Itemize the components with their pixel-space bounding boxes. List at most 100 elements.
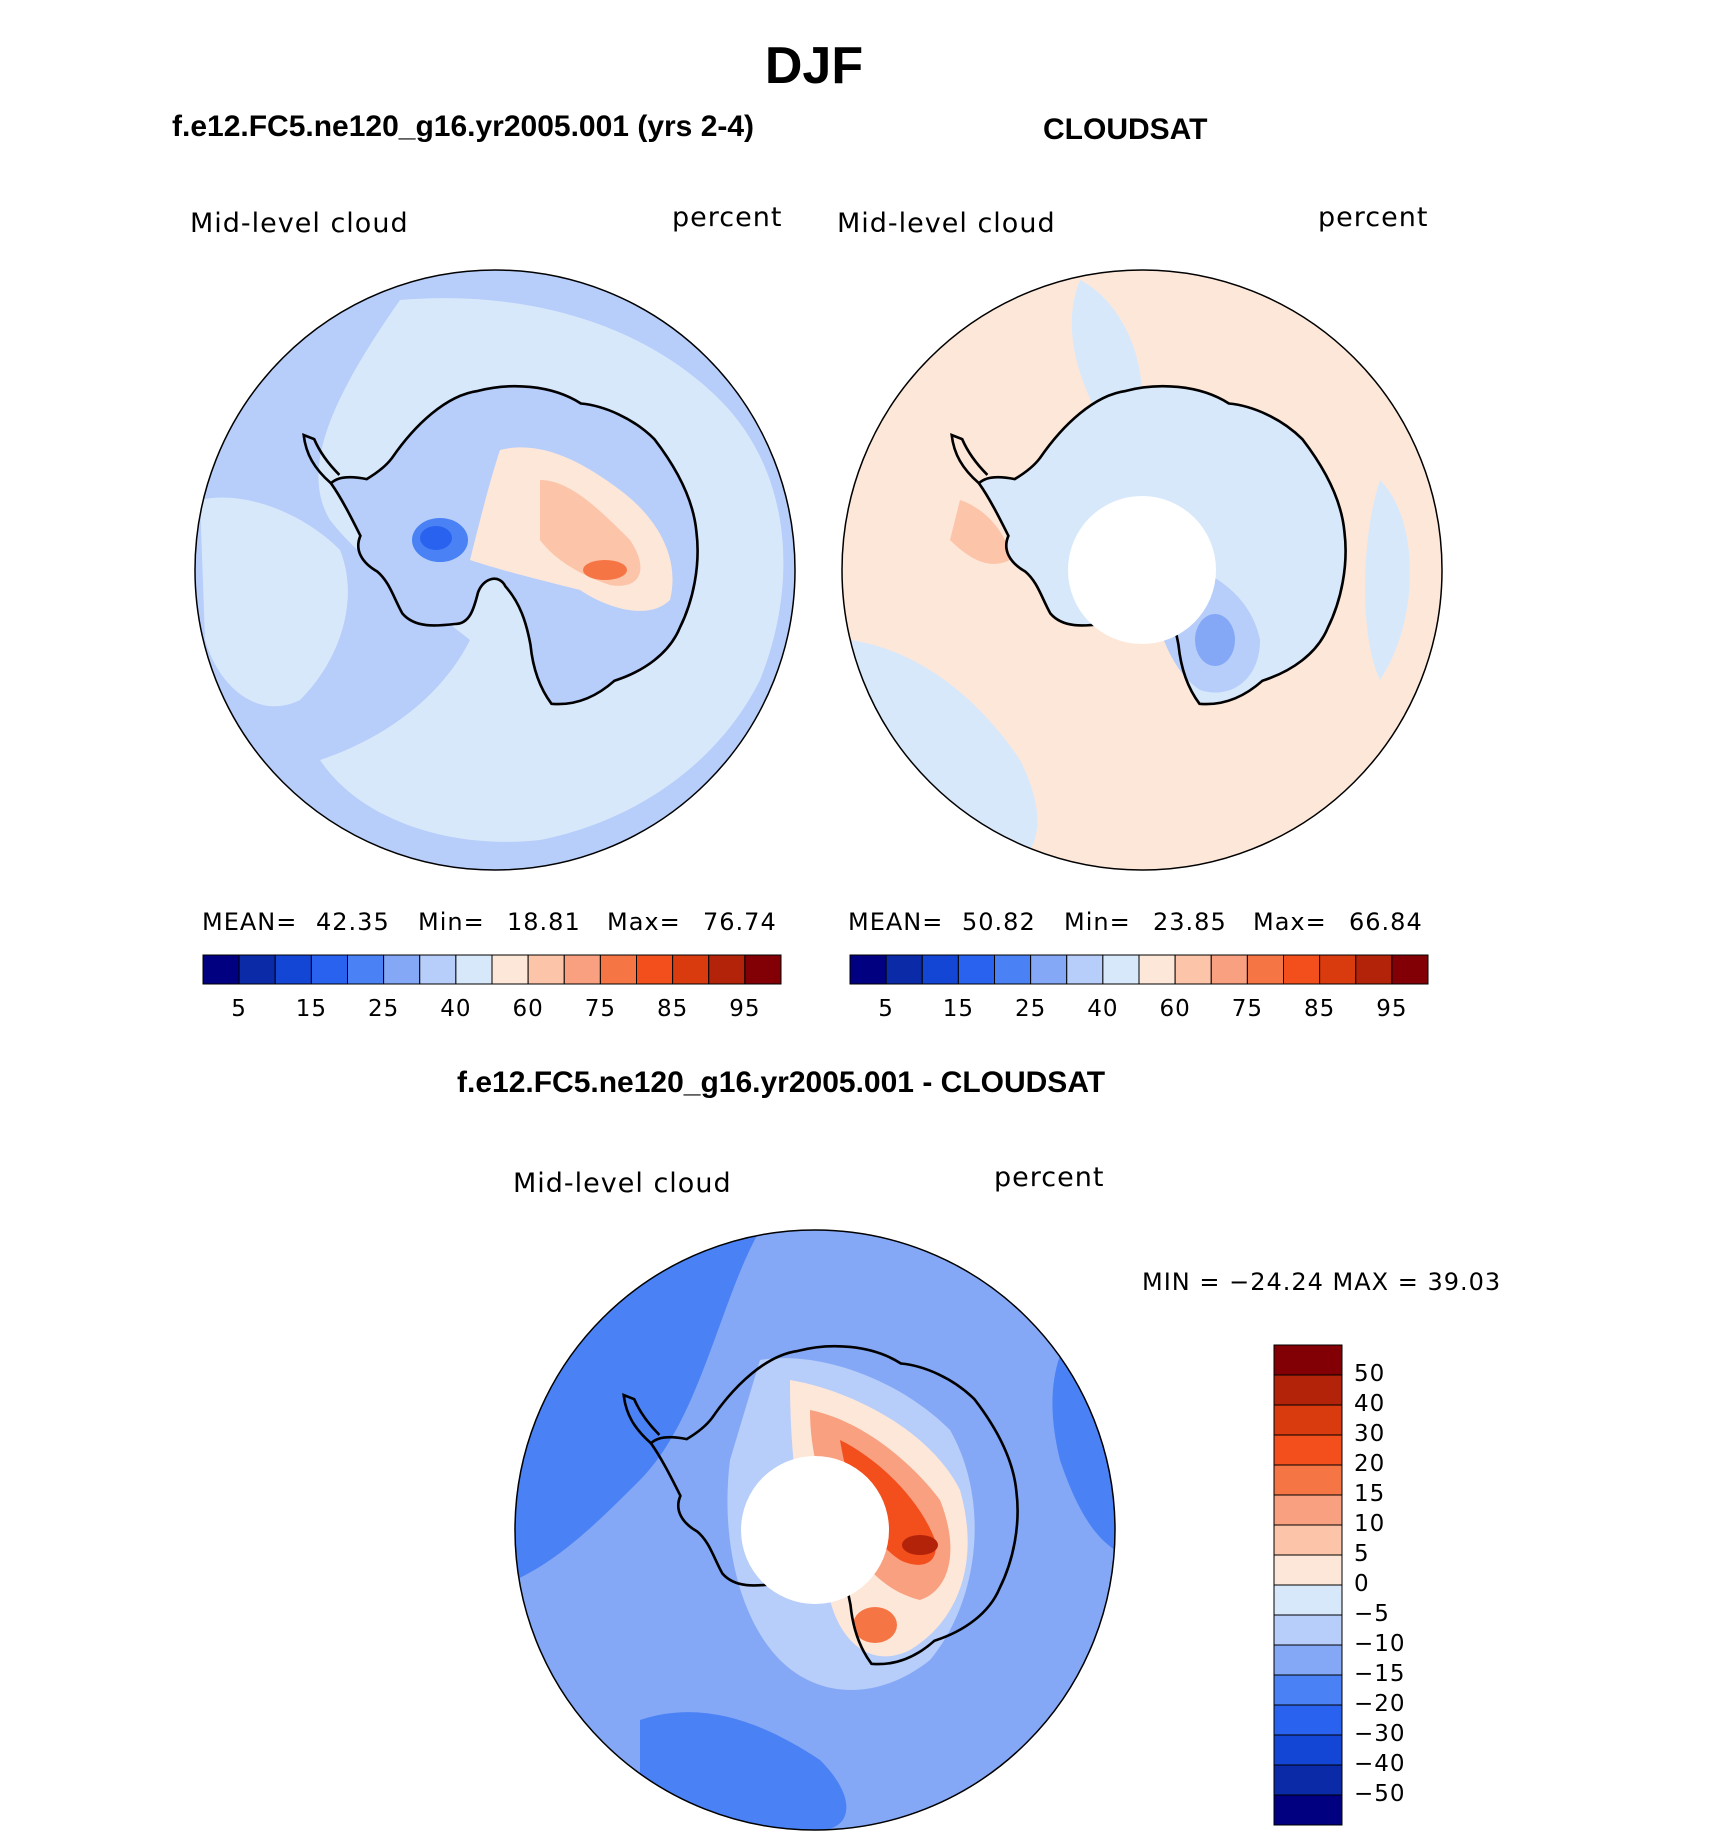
diff-colorbar-box	[1273, 1404, 1343, 1436]
model-colorbar	[202, 954, 782, 985]
model-plateau-mid	[540, 480, 641, 586]
obs-max-label: Max=	[1253, 908, 1327, 936]
diff-colorbar-box	[1273, 1344, 1343, 1376]
diff-colorbar-box	[1273, 1764, 1343, 1796]
obs-colorbar-box	[1174, 954, 1212, 985]
diff-map-border	[514, 1229, 1116, 1831]
diff-colorbar-tick: 40	[1354, 1391, 1386, 1417]
diff-colorbar-box	[1273, 1734, 1343, 1766]
diff-lower-positive	[853, 1607, 897, 1643]
model-west-min	[420, 526, 452, 550]
model-plateau-max	[583, 560, 627, 580]
model-colorbar-box	[274, 954, 312, 985]
diff-colorbar-tick: 30	[1354, 1421, 1386, 1447]
obs-colorbar-box	[1246, 954, 1284, 985]
diff-colorbar-tick: 0	[1354, 1571, 1370, 1597]
diff-colorbar-tick: 5	[1354, 1541, 1370, 1567]
obs-colorbar-tick: 25	[1014, 996, 1047, 1022]
model-colorbar-box	[310, 954, 348, 985]
model-colorbar-box	[636, 954, 674, 985]
obs-colorbar-tick: 60	[1159, 996, 1191, 1022]
model-colorbar-box	[672, 954, 710, 985]
obs-colorbar-box	[1138, 954, 1176, 985]
model-colorbar-box	[202, 954, 240, 985]
obs-mean-label: MEAN=	[848, 908, 944, 936]
obs-colorbar-box	[1283, 954, 1321, 985]
diff-colorbar-tick: 15	[1354, 1481, 1386, 1507]
diff-colorbar-tick: 50	[1354, 1361, 1386, 1387]
model-mean-label: MEAN=	[202, 908, 298, 936]
model-colorbar-box	[527, 954, 565, 985]
model-colorbar-box	[744, 954, 782, 985]
obs-colorbar-box	[957, 954, 995, 985]
model-min-value: 18.81	[507, 908, 581, 936]
obs-colorbar-box	[921, 954, 959, 985]
model-colorbar-box	[455, 954, 493, 985]
figure-title: DJF	[764, 37, 864, 95]
diff-colorbar-tick: −30	[1354, 1721, 1406, 1747]
model-colorbar-box	[238, 954, 276, 985]
diff-colorbar-tick: −5	[1354, 1601, 1390, 1627]
diff-colorbar-box	[1273, 1494, 1343, 1526]
obs-map	[842, 270, 1442, 870]
obs-colorbar-box	[1391, 954, 1429, 985]
diff-colorbar-tick: −10	[1354, 1631, 1406, 1657]
diff-colorbar-tick: −20	[1354, 1691, 1406, 1717]
obs-top-blue-patch	[1071, 280, 1142, 420]
model-max-value: 76.74	[703, 908, 777, 936]
diff-ocean-south-negative	[640, 1712, 847, 1830]
diff-continent-max	[902, 1535, 938, 1555]
model-units-label: percent	[672, 202, 783, 233]
model-colorbar-tick: 15	[295, 996, 328, 1022]
obs-continent-min	[1195, 614, 1235, 666]
diff-continent-strong-positive	[840, 1440, 936, 1565]
model-colorbar-box	[347, 954, 385, 985]
model-colorbar-tick: 85	[656, 996, 689, 1022]
diff-colorbar-box	[1273, 1374, 1343, 1406]
model-panel-title: f.e12.FC5.ne120_g16.yr2005.001 (yrs 2-4)	[172, 110, 755, 143]
model-colorbar-tick: 60	[512, 996, 544, 1022]
diff-colorbar-box	[1273, 1674, 1343, 1706]
obs-colorbar-tick: 85	[1303, 996, 1336, 1022]
obs-colorbar-box	[885, 954, 923, 985]
diff-colorbar-tick: −50	[1354, 1781, 1406, 1807]
model-colorbar-box	[491, 954, 529, 985]
diff-colorbar-box	[1273, 1434, 1343, 1466]
model-map	[195, 270, 795, 870]
diff-colorbar-box	[1273, 1584, 1343, 1616]
obs-min-value: 23.85	[1153, 908, 1227, 936]
obs-right-blue-patch	[1365, 480, 1410, 680]
model-colorbar-tick: 40	[440, 996, 472, 1022]
diff-colorbar-tick: 20	[1354, 1451, 1386, 1477]
obs-mean-value: 50.82	[962, 908, 1036, 936]
obs-colorbar-tick: 15	[942, 996, 975, 1022]
model-colorbar-box	[419, 954, 457, 985]
diff-colorbar-box	[1273, 1614, 1343, 1646]
diff-panel-title: f.e12.FC5.ne120_g16.yr2005.001 - CLOUDSA…	[457, 1066, 1106, 1099]
diff-colorbar-tick: −15	[1354, 1661, 1406, 1687]
obs-colorbar-box	[1102, 954, 1140, 985]
model-colorbar-tick: 95	[729, 996, 761, 1022]
obs-colorbar-tick: 40	[1087, 996, 1119, 1022]
diff-pole-gap	[741, 1456, 889, 1604]
obs-max-value: 66.84	[1349, 908, 1423, 936]
model-colorbar-box	[708, 954, 746, 985]
diff-colorbar-box	[1273, 1524, 1343, 1556]
model-min-label: Min=	[418, 908, 485, 936]
diff-colorbar-box	[1273, 1704, 1343, 1736]
model-variable-label: Mid-level cloud	[190, 208, 409, 239]
model-colorbar-box	[563, 954, 601, 985]
obs-units-label: percent	[1318, 202, 1429, 233]
obs-colorbar	[849, 954, 1429, 985]
obs-colorbar-tick: 75	[1231, 996, 1264, 1022]
diff-colorbar-tick: −40	[1354, 1751, 1406, 1777]
obs-panel-title: CLOUDSAT	[1043, 113, 1208, 146]
obs-pole-gap	[1068, 496, 1216, 644]
model-colorbar-tick: 75	[584, 996, 617, 1022]
diff-colorbar-box	[1273, 1554, 1343, 1586]
obs-colorbar-box	[994, 954, 1032, 985]
diff-map	[515, 1230, 1115, 1830]
obs-colorbar-box	[1066, 954, 1104, 985]
obs-colorbar-tick: 95	[1376, 996, 1408, 1022]
diff-colorbar-box	[1273, 1794, 1343, 1826]
